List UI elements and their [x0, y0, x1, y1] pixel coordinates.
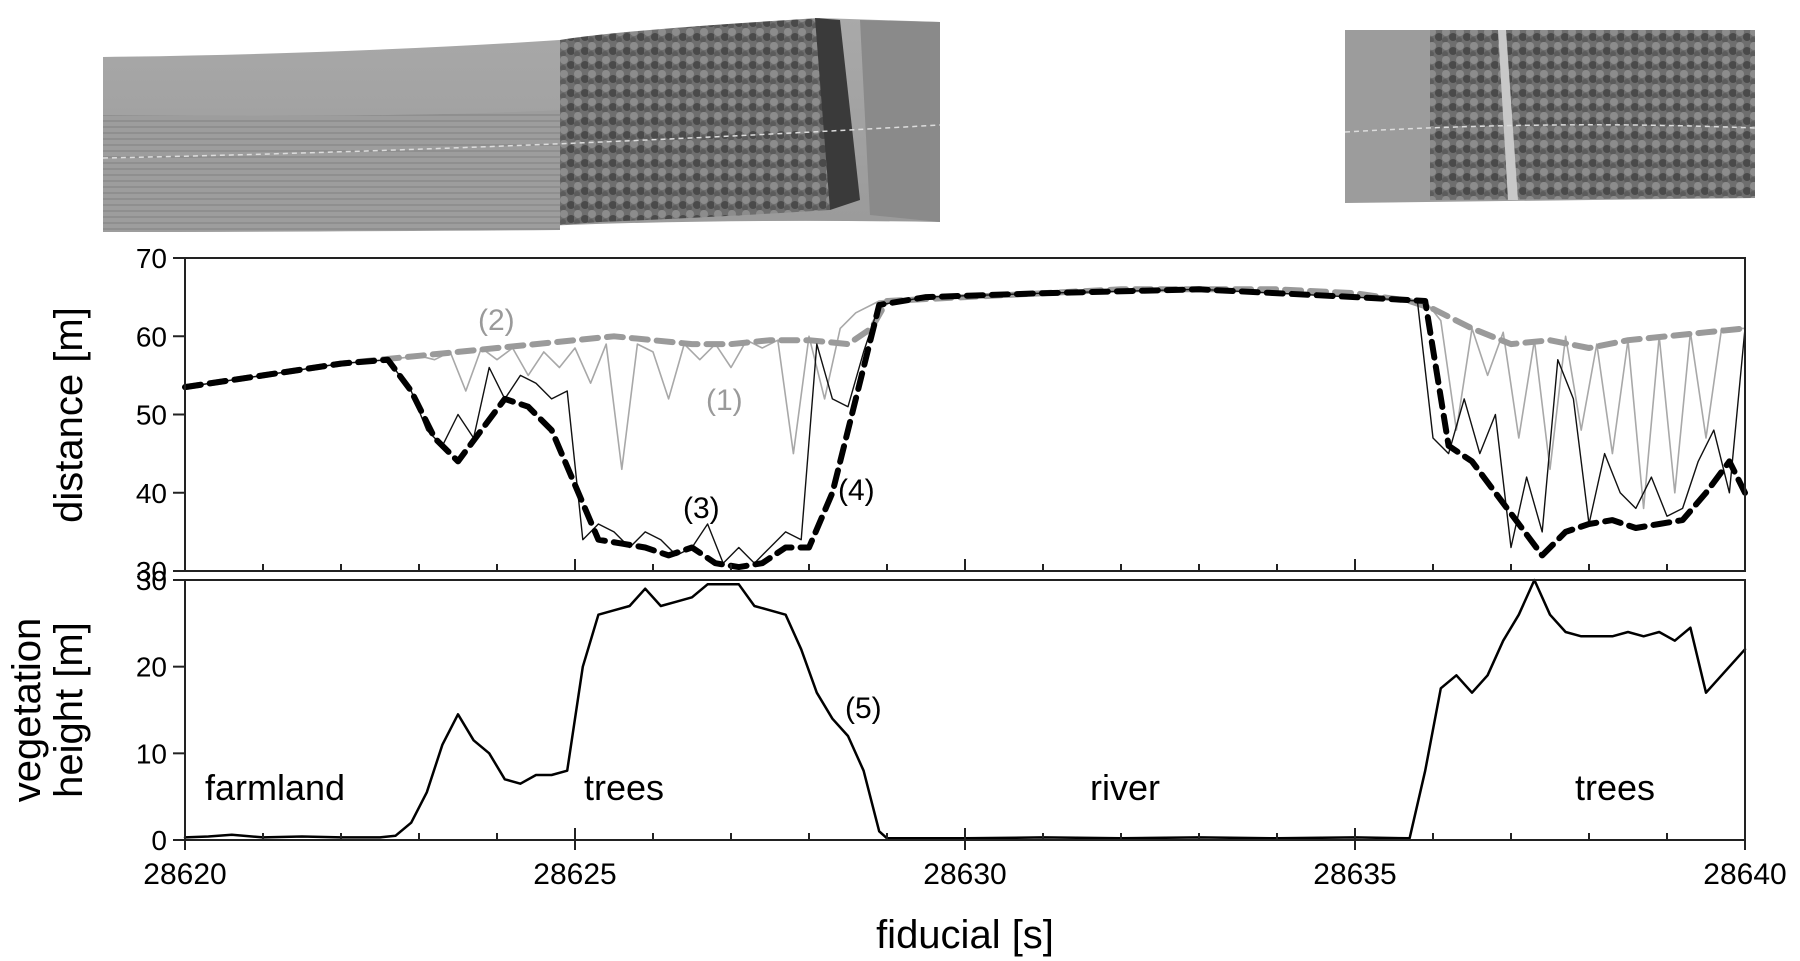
vegetation-lines	[183, 578, 1747, 840]
y-tick-label: 20	[136, 652, 167, 683]
distance-y-axis: 30 40 50 60 70	[136, 243, 185, 587]
y-tick-label: 0	[151, 825, 167, 856]
annotation-3: (3)	[683, 492, 720, 525]
x-tick-label: 28625	[533, 858, 616, 891]
y-tick-label: 10	[136, 738, 167, 769]
y-tick-label: 70	[136, 243, 167, 274]
region-label-river: river	[1090, 767, 1160, 808]
vegetation-panel: 0 10 20 30 28620 28625 28630 28635 28640 vegeta…	[5, 565, 1787, 957]
aerial-strip-left	[102, 18, 941, 232]
distance-lines	[182, 286, 1748, 571]
y-tick-label: 30	[136, 565, 167, 596]
region-label-trees-2: trees	[1575, 767, 1655, 808]
vegetation-x-axis: 28620 28625 28630 28635 28640	[143, 828, 1787, 891]
series-line-4	[182, 286, 1748, 571]
annotation-1: (1)	[706, 384, 743, 417]
x-tick-label: 28630	[923, 858, 1006, 891]
series-line-2	[182, 286, 1748, 391]
x-tick-label: 28635	[1313, 858, 1396, 891]
y-tick-label: 40	[136, 478, 167, 509]
vegetation-y-label-line1: vegetation	[5, 618, 49, 803]
vegetation-y-axis: 0 10 20 30	[136, 565, 185, 856]
vegetation-y-label-line2: height [m]	[47, 622, 91, 798]
distance-panel: 30 40 50 60 70 distance [m] (1) (2) (3) (4)	[47, 243, 1748, 587]
aerial-strip-right	[1344, 30, 1756, 203]
distance-x-ticks	[184, 559, 1746, 571]
x-tick-label: 28620	[143, 858, 226, 891]
series-line-1	[184, 288, 1746, 510]
y-tick-label: 50	[136, 400, 167, 431]
region-label-trees-1: trees	[584, 767, 664, 808]
x-axis-label: fiducial [s]	[876, 913, 1054, 957]
x-tick-label: 28640	[1703, 858, 1786, 891]
series-line-3	[184, 288, 1746, 564]
annotation-5: (5)	[845, 692, 882, 725]
region-label-farmland: farmland	[205, 767, 345, 808]
y-tick-label: 60	[136, 321, 167, 352]
annotation-2: (2)	[478, 304, 515, 337]
y-tick-label: 30	[136, 556, 167, 587]
distance-y-label: distance [m]	[47, 307, 91, 523]
series-line-5	[183, 578, 1747, 840]
annotation-4: (4)	[838, 474, 875, 507]
vegetation-plot-frame	[184, 579, 1746, 841]
distance-plot-frame	[184, 257, 1746, 572]
